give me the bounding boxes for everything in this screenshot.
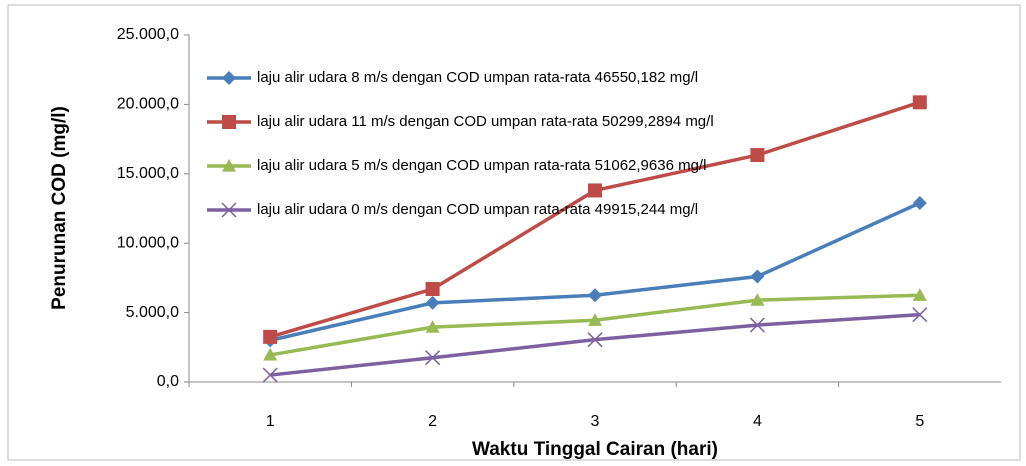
marker (750, 269, 765, 284)
legend-label: laju alir udara 0 m/s dengan COD umpan r… (257, 201, 698, 218)
marker (222, 115, 236, 129)
y-tick-label: 15.000,0 (117, 165, 179, 182)
marker (425, 282, 440, 297)
y-tick-label: 20.000,0 (117, 96, 179, 113)
marker (750, 148, 765, 163)
y-tick-label: 25.000,0 (117, 26, 179, 43)
y-tick-label: 0,0 (157, 373, 179, 390)
marker (749, 317, 765, 333)
marker (425, 295, 440, 310)
marker (222, 159, 236, 172)
marker (263, 329, 278, 344)
marker (750, 293, 765, 306)
x-tick-label: 1 (266, 413, 275, 430)
marker (222, 71, 236, 85)
x-tick-label: 2 (428, 413, 437, 430)
marker (221, 202, 237, 218)
marker (588, 288, 602, 303)
y-tick-label: 10.000,0 (117, 234, 179, 251)
marker (263, 347, 278, 361)
legend-label: laju alir udara 8 m/s dengan COD umpan r… (257, 69, 698, 86)
legend-label: laju alir udara 11 m/s dengan COD umpan … (257, 113, 714, 130)
marker (425, 350, 441, 366)
marker (587, 332, 603, 348)
marker (588, 183, 602, 198)
marker (425, 320, 440, 333)
x-tick-label: 5 (915, 413, 924, 430)
marker (912, 95, 927, 110)
marker (262, 367, 278, 383)
x-tick-label: 4 (753, 413, 762, 430)
marker (912, 195, 927, 210)
marker (912, 288, 927, 301)
y-axis-title: Penurunan COD (mg/l) (49, 106, 70, 310)
x-axis-title: Waktu Tinggal Cairan (hari) (472, 439, 718, 460)
marker (588, 313, 602, 326)
y-tick-label: 5.000,0 (126, 304, 179, 321)
legend-label: laju alir udara 5 m/s dengan COD umpan r… (257, 157, 706, 174)
x-tick-label: 3 (591, 413, 600, 430)
marker (912, 307, 928, 323)
